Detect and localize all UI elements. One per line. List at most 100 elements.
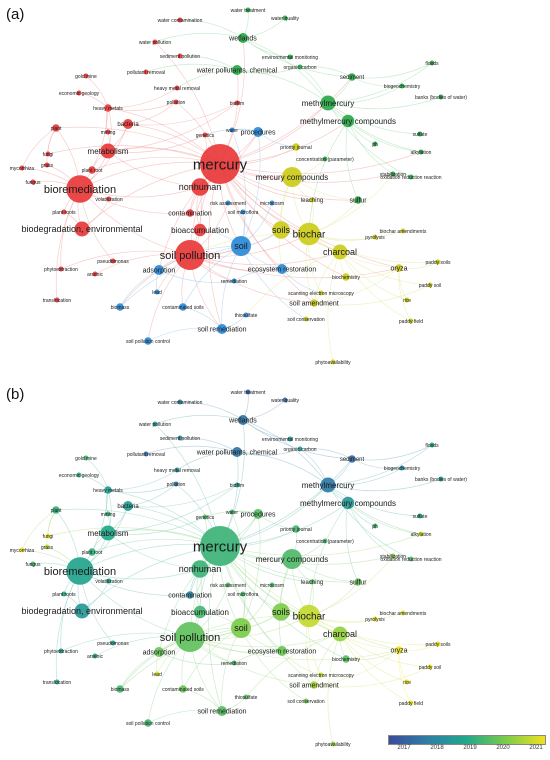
network-node[interactable] (174, 85, 180, 91)
network-node[interactable] (322, 538, 328, 544)
network-node[interactable] (427, 664, 433, 670)
network-node[interactable] (348, 73, 356, 81)
network-node[interactable] (110, 258, 116, 264)
network-node[interactable] (372, 616, 378, 622)
network-node[interactable] (282, 167, 302, 187)
network-node[interactable] (341, 496, 355, 510)
network-node[interactable] (417, 513, 423, 519)
network-node[interactable] (390, 171, 396, 177)
network-node[interactable] (191, 178, 209, 196)
network-node[interactable] (92, 271, 98, 277)
network-node[interactable] (88, 166, 96, 174)
network-node[interactable] (30, 179, 36, 185)
network-node[interactable] (61, 591, 67, 597)
network-node[interactable] (418, 531, 424, 537)
network-node[interactable] (174, 467, 180, 473)
network-node[interactable] (408, 700, 414, 706)
network-node[interactable] (238, 415, 248, 425)
network-node[interactable] (116, 685, 124, 693)
network-node[interactable] (229, 509, 235, 515)
network-node[interactable] (110, 640, 116, 646)
network-node[interactable] (177, 17, 183, 23)
network-node[interactable] (225, 200, 231, 206)
network-node[interactable] (438, 94, 444, 100)
network-node[interactable] (217, 706, 227, 716)
network-node[interactable] (243, 312, 249, 318)
network-node[interactable] (52, 506, 60, 514)
network-node[interactable] (310, 681, 318, 689)
network-node[interactable] (435, 259, 441, 265)
network-node[interactable] (282, 15, 288, 21)
network-node[interactable] (399, 83, 405, 89)
network-node[interactable] (61, 209, 67, 215)
network-node[interactable] (143, 451, 149, 457)
network-node[interactable] (297, 222, 321, 246)
network-node[interactable] (200, 144, 240, 184)
network-node[interactable] (66, 175, 94, 203)
network-node[interactable] (292, 143, 300, 151)
network-node[interactable] (342, 655, 350, 663)
network-node[interactable] (74, 603, 90, 619)
network-node[interactable] (175, 240, 205, 270)
network-node[interactable] (342, 273, 350, 281)
network-node[interactable] (390, 553, 396, 559)
network-node[interactable] (144, 337, 152, 345)
network-node[interactable] (186, 591, 194, 599)
network-node[interactable] (217, 324, 227, 334)
network-node[interactable] (292, 525, 300, 533)
network-node[interactable] (231, 236, 251, 256)
network-node[interactable] (177, 435, 183, 441)
network-node[interactable] (74, 221, 90, 237)
network-node[interactable] (92, 653, 98, 659)
network-node[interactable] (322, 156, 328, 162)
network-node[interactable] (429, 442, 435, 448)
network-node[interactable] (408, 174, 414, 180)
network-node[interactable] (106, 196, 112, 202)
network-node[interactable] (100, 525, 116, 541)
network-node[interactable] (66, 557, 94, 585)
network-node[interactable] (243, 694, 249, 700)
network-node[interactable] (240, 209, 246, 215)
network-node[interactable] (303, 698, 309, 704)
network-node[interactable] (173, 481, 179, 487)
network-node[interactable] (234, 100, 240, 106)
network-node[interactable] (231, 278, 237, 284)
network-node[interactable] (332, 244, 348, 260)
network-node[interactable] (427, 282, 433, 288)
network-node[interactable] (44, 162, 50, 168)
network-node[interactable] (229, 127, 235, 133)
network-node[interactable] (238, 33, 248, 43)
network-node[interactable] (269, 200, 275, 206)
network-node[interactable] (105, 511, 111, 517)
network-node[interactable] (154, 671, 160, 677)
network-node[interactable] (253, 127, 263, 137)
network-node[interactable] (408, 318, 414, 324)
network-node[interactable] (100, 143, 116, 159)
network-node[interactable] (200, 526, 240, 566)
network-node[interactable] (177, 53, 183, 59)
network-node[interactable] (88, 548, 96, 556)
network-node[interactable] (429, 60, 435, 66)
network-node[interactable] (154, 265, 164, 275)
network-node[interactable] (395, 264, 403, 272)
network-node[interactable] (58, 648, 64, 654)
network-node[interactable] (45, 151, 51, 157)
network-node[interactable] (303, 316, 309, 322)
network-node[interactable] (438, 476, 444, 482)
network-node[interactable] (106, 578, 112, 584)
network-node[interactable] (348, 455, 356, 463)
network-node[interactable] (83, 73, 89, 79)
network-node[interactable] (287, 54, 293, 60)
network-node[interactable] (123, 119, 133, 129)
network-node[interactable] (272, 603, 290, 621)
network-node[interactable] (173, 99, 179, 105)
network-node[interactable] (404, 297, 410, 303)
network-node[interactable] (186, 209, 194, 217)
network-node[interactable] (240, 591, 246, 597)
network-node[interactable] (341, 114, 355, 128)
network-node[interactable] (320, 477, 336, 493)
network-node[interactable] (309, 579, 315, 585)
network-node[interactable] (399, 465, 405, 471)
network-node[interactable] (318, 672, 324, 678)
network-node[interactable] (269, 582, 275, 588)
